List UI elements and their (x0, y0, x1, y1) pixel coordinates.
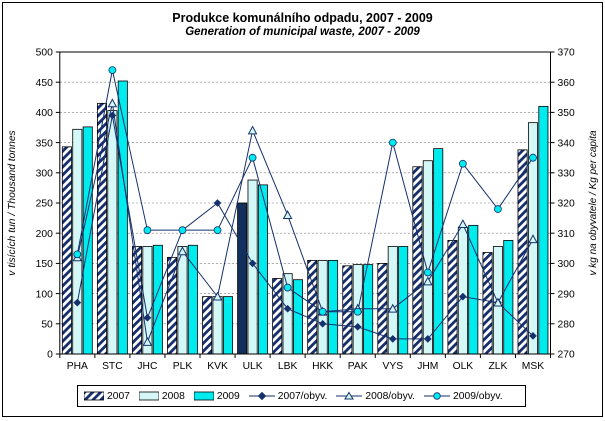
svg-text:JHM: JHM (417, 361, 438, 372)
svg-text:300: 300 (558, 259, 575, 270)
svg-text:360: 360 (558, 78, 575, 89)
svg-text:MSK: MSK (522, 361, 544, 372)
svg-text:270: 270 (558, 350, 575, 361)
svg-text:450: 450 (36, 78, 53, 89)
svg-text:350: 350 (558, 108, 575, 119)
svg-text:300: 300 (36, 169, 53, 180)
svg-text:150: 150 (36, 259, 53, 270)
svg-text:330: 330 (558, 169, 575, 180)
svg-text:350: 350 (36, 138, 53, 149)
svg-text:LBK: LBK (278, 361, 298, 372)
svg-text:0: 0 (47, 350, 53, 361)
svg-text:50: 50 (41, 320, 53, 331)
svg-text:KVK: KVK (207, 361, 228, 372)
svg-text:PLK: PLK (173, 361, 193, 372)
svg-text:290: 290 (558, 289, 575, 300)
svg-text:ZLK: ZLK (488, 361, 507, 372)
svg-text:500: 500 (36, 48, 53, 59)
svg-text:JHC: JHC (137, 361, 158, 372)
svg-text:250: 250 (36, 199, 53, 210)
svg-text:ULK: ULK (243, 361, 263, 372)
svg-text:310: 310 (558, 229, 575, 240)
svg-text:340: 340 (558, 138, 575, 149)
svg-text:280: 280 (558, 320, 575, 331)
svg-text:400: 400 (36, 108, 53, 119)
svg-text:OLK: OLK (453, 361, 474, 372)
svg-text:v kg na obyvatele / Kg per cap: v kg na obyvatele / Kg per capita (588, 130, 599, 276)
svg-text:100: 100 (36, 289, 53, 300)
svg-text:v tisících tun / Thousand tonn: v tisících tun / Thousand tonnes (7, 130, 18, 275)
svg-text:320: 320 (558, 199, 575, 210)
svg-text:PAK: PAK (348, 361, 368, 372)
svg-text:370: 370 (558, 48, 575, 59)
svg-text:VYS: VYS (382, 361, 403, 372)
svg-text:200: 200 (36, 229, 53, 240)
svg-text:PHA: PHA (67, 361, 88, 372)
svg-text:STC: STC (102, 361, 123, 372)
svg-text:HKK: HKK (312, 361, 333, 372)
